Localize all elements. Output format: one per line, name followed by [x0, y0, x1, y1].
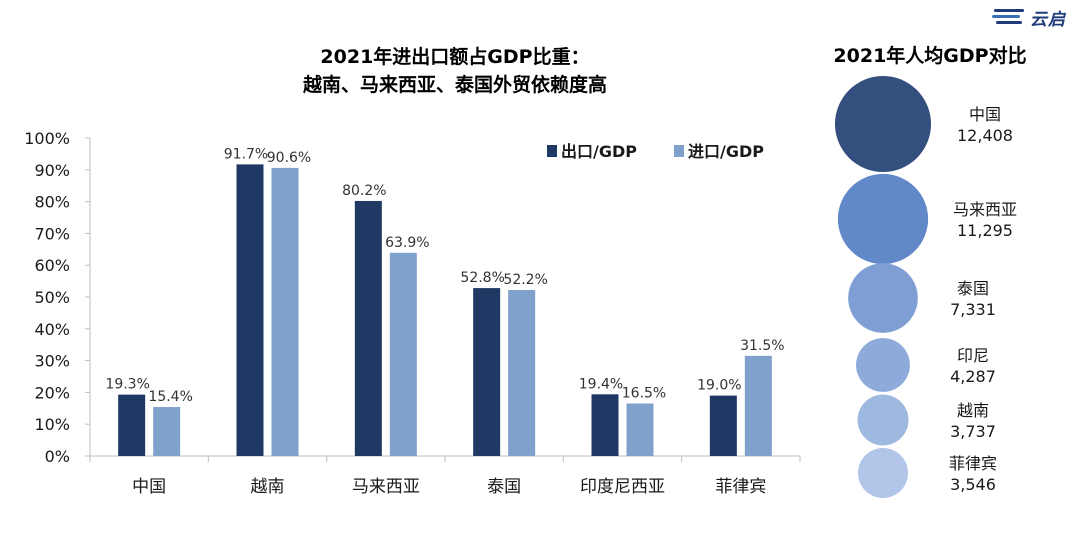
- y-tick-label: 100%: [24, 129, 70, 148]
- legend-export-swatch: [547, 145, 557, 157]
- export-bar: [354, 200, 382, 456]
- export-value-label: 91.7%: [224, 146, 268, 162]
- bubble-country-label: 中国: [969, 105, 1001, 124]
- bubble-country-label: 菲律宾: [949, 454, 997, 473]
- export-bar: [473, 288, 501, 456]
- bubble-value-label: 4,287: [950, 367, 996, 386]
- import-bar: [626, 403, 654, 456]
- export-bar: [236, 164, 264, 457]
- gdp-bubble: [835, 76, 931, 172]
- x-category-label: 越南: [251, 477, 285, 497]
- bubble-value-label: 3,546: [950, 475, 996, 494]
- bubble-country-label: 泰国: [957, 279, 989, 298]
- bubble-value-label: 7,331: [950, 300, 996, 319]
- bar-chart-subtitle: 越南、马来西亚、泰国外贸依赖度高: [302, 73, 607, 96]
- export-bar: [591, 394, 619, 456]
- import-bar: [744, 355, 772, 456]
- export-value-label: 19.4%: [579, 376, 623, 392]
- brand-logo-icon: [992, 9, 1024, 24]
- bubble-chart-title: 2021年人均GDP对比: [833, 44, 1026, 67]
- y-tick-label: 90%: [34, 161, 70, 180]
- brand-name: 云启: [1030, 10, 1066, 30]
- export-value-label: 19.0%: [697, 378, 741, 394]
- import-value-label: 63.9%: [385, 235, 429, 251]
- y-tick-label: 20%: [34, 383, 70, 402]
- y-tick-label: 70%: [34, 224, 70, 243]
- y-tick-label: 60%: [34, 256, 70, 275]
- import-value-label: 31.5%: [740, 338, 784, 354]
- x-category-label: 菲律宾: [715, 477, 766, 497]
- x-category-label: 中国: [132, 477, 166, 497]
- y-tick-label: 80%: [34, 193, 70, 212]
- bubble-country-label: 印尼: [957, 346, 989, 365]
- bar-chart-title: 2021年进出口额占GDP比重：: [320, 45, 589, 68]
- y-tick-label: 10%: [34, 415, 70, 434]
- import-value-label: 15.4%: [148, 389, 192, 405]
- y-tick-label: 50%: [34, 288, 70, 307]
- import-bar: [153, 407, 181, 456]
- gdp-bubble: [858, 448, 908, 498]
- bubble-value-label: 12,408: [957, 126, 1013, 145]
- import-value-label: 90.6%: [267, 150, 311, 166]
- y-tick-label: 0%: [45, 447, 70, 466]
- export-bar: [118, 394, 146, 456]
- legend-import-label: 进口/GDP: [688, 142, 764, 161]
- x-category-label: 泰国: [487, 477, 521, 497]
- bubble-value-label: 3,737: [950, 422, 996, 441]
- export-value-label: 19.3%: [105, 377, 149, 393]
- y-tick-label: 30%: [34, 352, 70, 371]
- export-value-label: 80.2%: [342, 183, 386, 199]
- gdp-bubble: [837, 173, 929, 265]
- import-value-label: 16.5%: [622, 386, 666, 402]
- export-value-label: 52.8%: [460, 270, 504, 286]
- x-category-label: 马来西亚: [352, 477, 420, 497]
- gdp-bubble: [856, 338, 910, 392]
- import-bar: [508, 290, 536, 456]
- bubble-value-label: 11,295: [957, 221, 1013, 240]
- x-category-label: 印度尼西亚: [580, 477, 665, 497]
- legend-export-label: 出口/GDP: [561, 142, 637, 161]
- bubble-country-label: 马来西亚: [953, 200, 1017, 219]
- y-tick-label: 40%: [34, 320, 70, 339]
- bubble-country-label: 越南: [957, 401, 989, 420]
- import-value-label: 52.2%: [503, 272, 547, 288]
- gdp-bubble: [848, 263, 918, 333]
- gdp-bubble: [857, 394, 909, 446]
- import-bar: [389, 252, 417, 456]
- export-bar: [709, 395, 737, 456]
- legend-import-swatch: [674, 145, 684, 157]
- import-bar: [271, 167, 299, 456]
